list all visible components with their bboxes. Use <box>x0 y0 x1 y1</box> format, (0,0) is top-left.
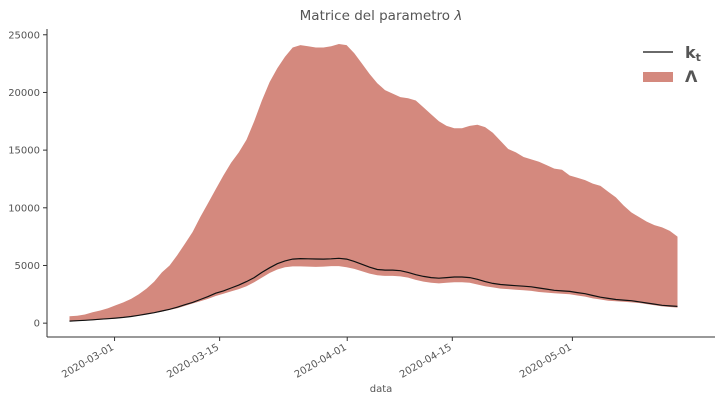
y-tick-label: 25000 <box>8 30 40 41</box>
chart-title: Matrice del parametro λ <box>300 8 463 24</box>
x-axis-ticks: 2020-03-01 2020-03-15 2020-04-01 2020-04-15… <box>60 337 574 381</box>
y-tick-label: 10000 <box>8 203 40 214</box>
legend-kt-subscript: t <box>696 51 701 64</box>
chart-title-lambda: λ <box>453 8 462 24</box>
x-axis-label: data <box>370 384 393 395</box>
x-tick-label: 2020-05-01 <box>518 342 574 381</box>
legend-lambda-swatch <box>643 72 673 82</box>
lambda-band-area <box>69 44 678 322</box>
x-tick-label: 2020-04-01 <box>293 342 349 381</box>
chart-title-text: Matrice del parametro <box>300 8 455 24</box>
y-tick-label: 15000 <box>8 146 40 157</box>
plot-area <box>69 44 678 322</box>
y-tick-label: 0 <box>34 319 40 330</box>
x-tick-label: 2020-03-01 <box>60 342 116 381</box>
y-tick-label: 20000 <box>8 88 40 99</box>
legend: kt Λ <box>643 43 701 86</box>
legend-kt-label: kt <box>685 43 701 64</box>
x-tick-label: 2020-03-15 <box>165 342 221 381</box>
x-tick-label: 2020-04-15 <box>398 342 454 381</box>
y-axis-ticks: 0 5000 10000 15000 20000 25000 <box>8 30 47 330</box>
kt-line <box>69 257 678 322</box>
legend-lambda-label: Λ <box>685 67 698 86</box>
y-tick-label: 5000 <box>15 261 40 272</box>
